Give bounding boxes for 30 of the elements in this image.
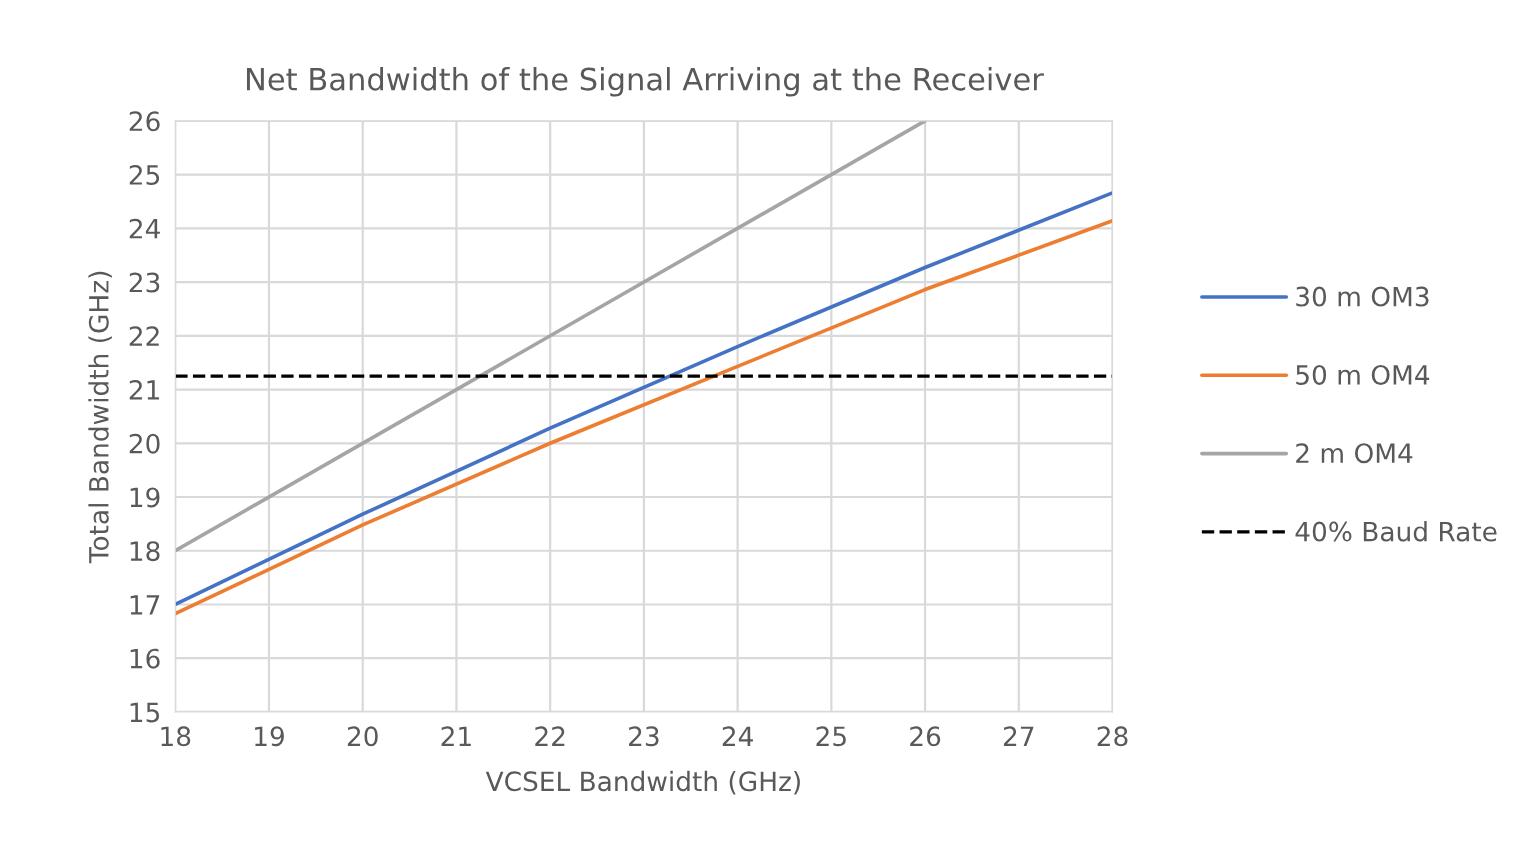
- x-tick-label: 21: [441, 726, 471, 746]
- x-tick-label: 25: [816, 726, 846, 747]
- legend-label: 40% Baud Rate: [1295, 521, 1497, 542]
- x-tick-label: 24: [722, 726, 753, 746]
- y-tick-label: 25: [129, 165, 160, 185]
- y-tick-label: 16: [130, 648, 160, 669]
- x-tick-label: 27: [1003, 726, 1034, 746]
- y-tick-label: 26: [129, 111, 160, 132]
- y-tick-label: 24: [129, 218, 160, 239]
- y-tick-label: 20: [129, 433, 160, 454]
- legend-label: 50 m OM4: [1296, 364, 1430, 385]
- y-tick-label: 21: [129, 379, 159, 400]
- x-tick-label: 20: [347, 726, 378, 747]
- x-tick-label: 18: [161, 726, 191, 747]
- y-tick-label: 18: [130, 541, 160, 562]
- legend-label: 30 m OM3: [1296, 286, 1429, 307]
- x-tick-label: 19: [255, 726, 284, 747]
- y-tick-label: 23: [129, 272, 160, 293]
- legend-label: 2 m OM4: [1296, 443, 1413, 464]
- y-tick-label: 19: [130, 487, 160, 508]
- y-tick-label: 17: [130, 595, 160, 615]
- x-tick-label: 28: [1097, 726, 1128, 747]
- y-tick-label: 22: [129, 326, 159, 346]
- chart-title: Net Bandwidth of the Signal Arriving at the Receiver: [246, 67, 1044, 97]
- y-axis-title: Total Bandwidth (GHz): [88, 271, 112, 564]
- x-tick-label: 23: [629, 726, 659, 747]
- x-tick-label: 26: [910, 726, 941, 747]
- x-tick-label: 22: [535, 726, 565, 746]
- x-axis-title: VCSEL Bandwidth (GHz): [485, 770, 800, 795]
- y-tick-label: 15: [130, 702, 160, 723]
